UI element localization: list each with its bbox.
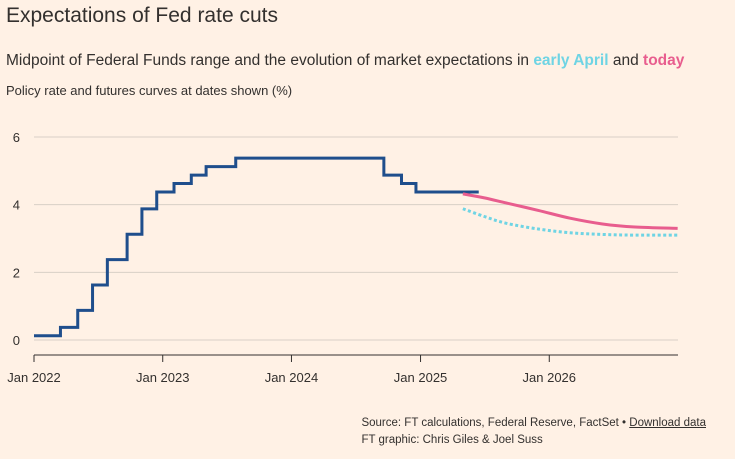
y-tick-label: 6: [13, 130, 20, 145]
subtitle-prefix: Midpoint of Federal Funds range and the …: [6, 52, 534, 69]
chart-subtitle: Midpoint of Federal Funds range and the …: [6, 52, 684, 70]
x-tick-label: Jan 2022: [7, 370, 61, 385]
y-tick-labels: 0 2 4 6: [13, 130, 20, 348]
series-line-today: [462, 192, 678, 230]
x-tick-label: Jan 2026: [523, 370, 577, 385]
x-axis: Jan 2022 Jan 2023 Jan 2024 Jan 2025 Jan 2026: [7, 354, 678, 385]
x-tick-label: Jan 2023: [136, 370, 190, 385]
subtitle-today: today: [643, 52, 685, 69]
source-text: Source: FT calculations, Federal Reserve…: [361, 417, 627, 429]
subtitle-early-april: early April: [533, 52, 609, 69]
series-line-policy-rate: [34, 156, 479, 338]
x-tick-label: Jan 2024: [265, 370, 319, 385]
x-tick-label: Jan 2025: [394, 370, 448, 385]
chart-title: Expectations of Fed rate cuts: [6, 4, 278, 27]
credit-line: FT graphic: Chris Giles & Joel Suss: [361, 434, 543, 446]
series-lines: [34, 156, 678, 338]
download-data-link[interactable]: Download data: [629, 417, 706, 429]
y-tick-label: 4: [13, 198, 20, 213]
gridlines: [34, 136, 678, 341]
source-line: Source: FT calculations, Federal Reserve…: [361, 415, 706, 432]
y-axis-note: Policy rate and futures curves at dates …: [6, 83, 293, 98]
series-line-early-april: [462, 207, 678, 237]
y-tick-label: 2: [13, 265, 20, 280]
source-note: Source: FT calculations, Federal Reserve…: [361, 415, 706, 449]
y-tick-label: 0: [13, 333, 20, 348]
subtitle-middle: and: [608, 52, 644, 69]
